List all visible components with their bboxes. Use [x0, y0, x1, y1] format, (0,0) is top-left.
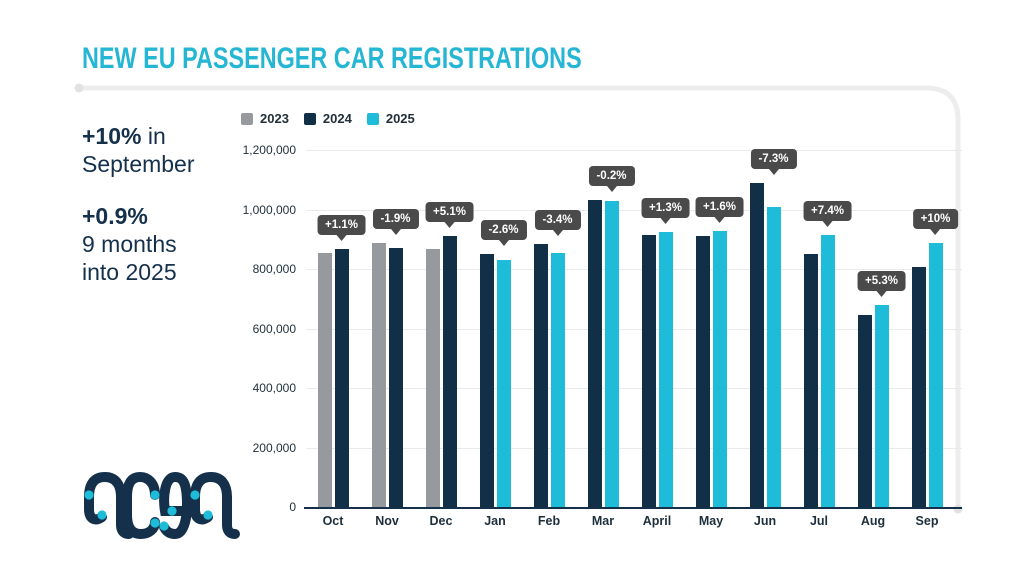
y-axis-label: 0 [289, 500, 296, 514]
bar-2025-Aug [874, 305, 889, 507]
legend-swatch-2025 [366, 112, 379, 125]
gridline [306, 328, 962, 330]
x-axis-label-April: April [642, 514, 672, 528]
stat-september: +10% in September [82, 122, 242, 178]
change-label-Jun: -7.3% [750, 148, 797, 175]
gridline [306, 447, 962, 449]
change-label-May: +1.6% [695, 197, 744, 224]
legend-swatch-2023 [241, 112, 253, 125]
change-label-Dec: +5.1% [425, 201, 474, 228]
x-axis-label-Jan: Jan [484, 514, 506, 528]
summary-stats: +10% in September +0.9% 9 months into 20… [82, 122, 242, 310]
bar-2024-Aug [857, 315, 872, 507]
change-label-April: +1.3% [641, 197, 690, 224]
bar-2025-Feb [550, 252, 565, 507]
gridline [306, 388, 962, 389]
x-axis-label-Nov: Nov [375, 514, 399, 528]
bar-2025-April [658, 231, 673, 507]
bar-2023-Oct [317, 252, 332, 507]
legend-item-2025: 2025 [366, 111, 415, 126]
legend-label: 2023 [260, 111, 289, 126]
stat-ytd-value: +0.9% [82, 203, 148, 229]
bar-2024-Jun [749, 182, 764, 507]
x-axis-label-Mar: Mar [591, 514, 615, 528]
change-label-Jan: -2.6% [480, 219, 527, 246]
change-label-Nov: -1.9% [372, 209, 419, 236]
x-axis-line [304, 506, 962, 509]
stat-september-value: +10% [82, 123, 142, 149]
gridline [306, 150, 962, 151]
y-axis-label: 800,000 [252, 262, 296, 276]
bar-2024-May [695, 235, 710, 507]
y-axis-label: 1,000,000 [242, 202, 296, 217]
stat-september-suffix: in [141, 123, 166, 149]
change-label-Sep: +10% [912, 208, 959, 235]
x-axis-label-Jun: Jun [753, 514, 777, 528]
stat-ytd: +0.9% 9 months into 2025 [82, 202, 242, 286]
legend-item-2023: 2023 [241, 111, 289, 126]
bar-2024-Dec [442, 235, 457, 507]
bar-2025-Jul [820, 234, 835, 507]
legend-item-2024: 2024 [303, 111, 352, 126]
bar-2025-May [712, 231, 727, 507]
gridline [306, 269, 962, 270]
acea-logo [84, 471, 240, 540]
stat-september-label: September [82, 151, 195, 177]
change-label-Aug: +5.3% [857, 271, 906, 298]
bar-2025-Sep [928, 242, 943, 507]
gridline [306, 209, 962, 211]
x-axis-label-May: May [698, 514, 724, 528]
bar-2024-Feb [533, 244, 548, 507]
bar-2024-Jan [479, 253, 494, 507]
y-axis-label: 1,200,000 [242, 143, 296, 157]
x-axis-label-Oct: Oct [322, 514, 344, 528]
legend-label: 2025 [385, 111, 415, 126]
change-label-Oct: +1.1% [317, 215, 366, 242]
change-label-Jul: +7.4% [803, 200, 852, 227]
bar-2024-Mar [587, 199, 602, 507]
bar-2023-Nov [371, 243, 386, 507]
y-axis-label: 400,000 [252, 381, 296, 395]
bar-2024-April [641, 235, 656, 507]
x-axis-label-Feb: Feb [537, 514, 561, 528]
plot-area: 0 200,000 400,000 600,000 800,000 1,000,000 1,… [243, 143, 962, 528]
bar-2025-Jan [496, 259, 511, 507]
bar-2024-Jul [803, 253, 818, 507]
x-axis-label-Jul: Jul [809, 514, 829, 528]
x-axis-label-Aug: Aug [860, 514, 886, 528]
y-axis-label: 600,000 [252, 321, 296, 336]
stat-ytd-label2: into 2025 [82, 259, 177, 285]
stat-ytd-label1: 9 months [82, 231, 177, 257]
bar-2024-Oct [334, 249, 349, 507]
x-axis-label-Dec: Dec [429, 514, 453, 528]
legend-swatch-2024 [303, 112, 316, 125]
change-label-Mar: -0.2% [588, 165, 635, 192]
x-axis-label-Sep: Sep [915, 514, 939, 528]
change-label-Feb: -3.4% [534, 210, 581, 237]
bar-2024-Sep [911, 266, 926, 507]
chart-legend: 2023 2024 2025 [241, 111, 415, 126]
bar-2024-Nov [388, 248, 403, 507]
bar-2025-Jun [766, 206, 781, 507]
page-title: NEW EU PASSENGER CAR REGISTRATIONS [82, 42, 582, 75]
legend-label: 2024 [322, 111, 352, 126]
bar-2025-Mar [604, 200, 619, 507]
bar-2023-Dec [425, 249, 440, 507]
y-axis-label: 200,000 [252, 440, 296, 455]
